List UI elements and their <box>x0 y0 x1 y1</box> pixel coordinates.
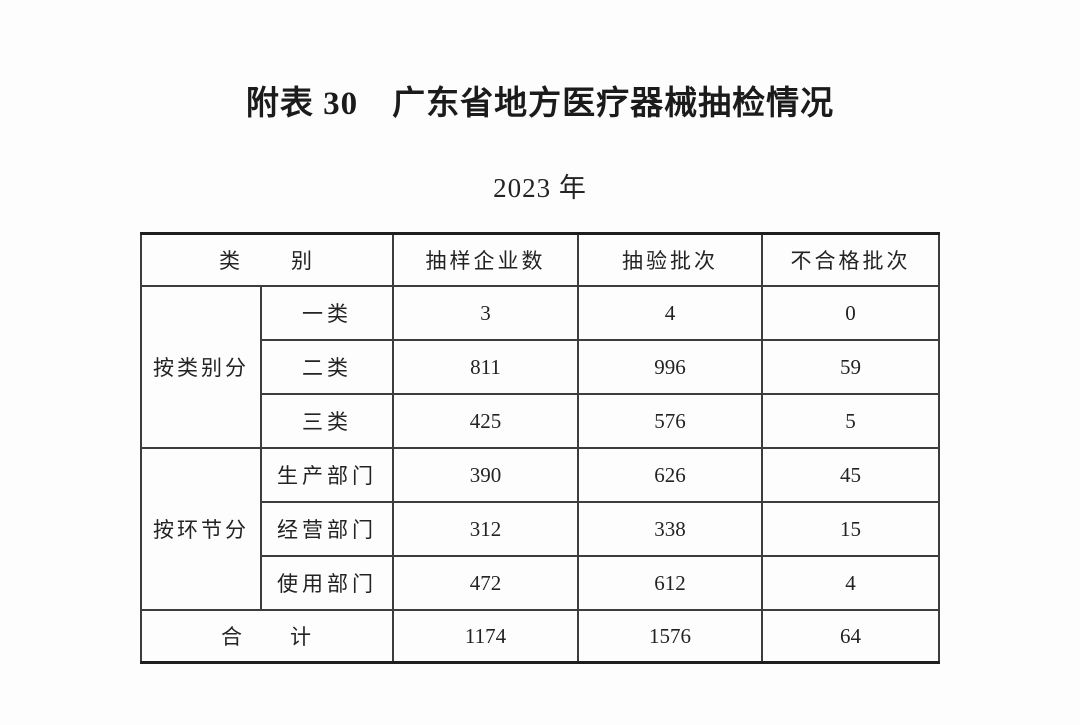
table-row: 二类 811 996 59 <box>141 339 940 395</box>
cell-value: 45 <box>761 447 940 503</box>
table-row: 按环节分 生产部门 390 626 45 <box>140 447 940 611</box>
cell-value: 0 <box>761 285 940 341</box>
header-inspected-batches: 抽验批次 <box>577 232 763 287</box>
row-label: 三类 <box>260 393 394 449</box>
cell-value: 4 <box>761 555 940 611</box>
cell-value: 338 <box>577 501 763 557</box>
year-subtitle: 2023 年 <box>493 173 587 203</box>
total-value: 64 <box>761 609 940 664</box>
cell-value: 626 <box>577 447 763 503</box>
row-label: 一类 <box>260 285 394 341</box>
total-value: 1576 <box>577 609 763 664</box>
table-row: 经营部门 312 338 15 <box>141 501 940 557</box>
header-unqualified-batches: 不合格批次 <box>761 232 940 287</box>
header-sampled-enterprises: 抽样企业数 <box>392 232 579 287</box>
table-total-row: 合 计 1174 1576 64 <box>140 609 940 664</box>
table-header-row: 类 别 抽样企业数 抽验批次 不合格批次 <box>140 232 940 287</box>
sampling-inspection-table: 类 别 抽样企业数 抽验批次 不合格批次 按类别分 一类 3 4 0 二类 81… <box>140 232 940 664</box>
cell-value: 612 <box>577 555 763 611</box>
total-value: 1174 <box>392 609 579 664</box>
table-row: 三类 425 576 5 <box>141 393 940 449</box>
table-row: 使用部门 472 612 4 <box>141 555 940 611</box>
cell-value: 3 <box>392 285 579 341</box>
cell-value: 472 <box>392 555 579 611</box>
page-title: 附表 30 广东省地方医疗器械抽检情况 <box>245 86 835 122</box>
group-by-stage-label: 按环节分 <box>140 447 262 611</box>
cell-value: 5 <box>761 393 940 449</box>
cell-value: 811 <box>392 339 579 395</box>
cell-value: 59 <box>761 339 940 395</box>
cell-value: 996 <box>577 339 763 395</box>
cell-value: 425 <box>392 393 579 449</box>
row-label: 使用部门 <box>260 555 394 611</box>
group-by-class-label: 按类别分 <box>140 285 262 449</box>
cell-value: 4 <box>577 285 763 341</box>
cell-value: 576 <box>577 393 763 449</box>
cell-value: 312 <box>392 501 579 557</box>
row-label: 二类 <box>260 339 394 395</box>
cell-value: 390 <box>392 447 579 503</box>
row-label: 经营部门 <box>260 501 394 557</box>
table-row: 按类别分 一类 3 4 0 <box>140 285 940 449</box>
total-label: 合 计 <box>140 609 394 664</box>
header-category: 类 别 <box>140 232 394 287</box>
cell-value: 15 <box>761 501 940 557</box>
row-label: 生产部门 <box>260 447 394 503</box>
